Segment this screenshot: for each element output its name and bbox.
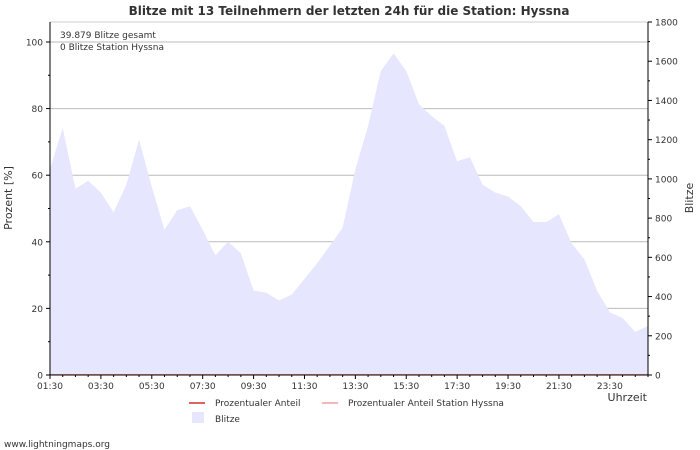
x-tick-label-13:30: 13:30 [342, 382, 368, 392]
legend-label-anteil-station: Prozentualer Anteil Station Hyssna [348, 399, 504, 409]
legend-swatch-blitze [192, 412, 204, 423]
x-tick-label-03:30: 03:30 [88, 382, 114, 392]
axes-layer: 0204060801000200400600800100012001400160… [26, 19, 678, 393]
legend: Prozentualer Anteil Prozentualer Anteil … [189, 399, 504, 425]
y-tick-label-left-60: 60 [32, 172, 44, 182]
x-tick-label-11:30: 11:30 [291, 382, 317, 392]
y-tick-label-left-100: 100 [26, 38, 43, 48]
y-tick-label-left-40: 40 [32, 238, 44, 248]
annotation-total: 39.879 Blitze gesamt [60, 31, 156, 41]
y-tick-label-left-0: 0 [37, 372, 43, 382]
blitze-area-layer [50, 53, 648, 376]
y-tick-label-left-80: 80 [32, 105, 44, 115]
y-tick-label-right-800: 800 [655, 215, 672, 225]
legend-label-blitze: Blitze [215, 415, 240, 425]
y-tick-label-right-200: 200 [655, 332, 672, 342]
y-tick-label-right-0: 0 [655, 372, 661, 382]
y-tick-label-right-1800: 1800 [655, 19, 678, 29]
y-tick-label-right-400: 400 [655, 293, 672, 303]
x-tick-label-17:30: 17:30 [444, 382, 470, 392]
chart-title: Blitze mit 13 Teilnehmern der letzten 24… [129, 4, 570, 18]
x-axis-label: Uhrzeit [608, 391, 648, 404]
x-tick-label-23:30: 23:30 [597, 382, 623, 392]
y-tick-label-right-1400: 1400 [655, 97, 678, 107]
series-blitze-area [50, 53, 648, 376]
y-tick-label-right-600: 600 [655, 254, 672, 264]
y-tick-label-left-20: 20 [32, 305, 44, 315]
y-axis-label-right: Blitze [683, 183, 696, 214]
x-tick-label-05:30: 05:30 [139, 382, 165, 392]
x-tick-label-15:30: 15:30 [393, 382, 419, 392]
footer-url: www.lightningmaps.org [4, 440, 110, 450]
x-tick-label-09:30: 09:30 [241, 382, 267, 392]
legend-label-anteil: Prozentualer Anteil [215, 399, 301, 409]
x-tick-label-01:30: 01:30 [37, 382, 63, 392]
annotation-station: 0 Blitze Station Hyssna [60, 43, 164, 53]
y-axis-label-left: Prozent [%] [2, 166, 15, 230]
y-tick-label-right-1000: 1000 [655, 175, 678, 185]
y-tick-label-right-1200: 1200 [655, 136, 678, 146]
x-tick-label-21:30: 21:30 [546, 382, 572, 392]
x-tick-label-07:30: 07:30 [190, 382, 216, 392]
x-tick-label-19:30: 19:30 [495, 382, 521, 392]
y-tick-label-right-1600: 1600 [655, 58, 678, 68]
